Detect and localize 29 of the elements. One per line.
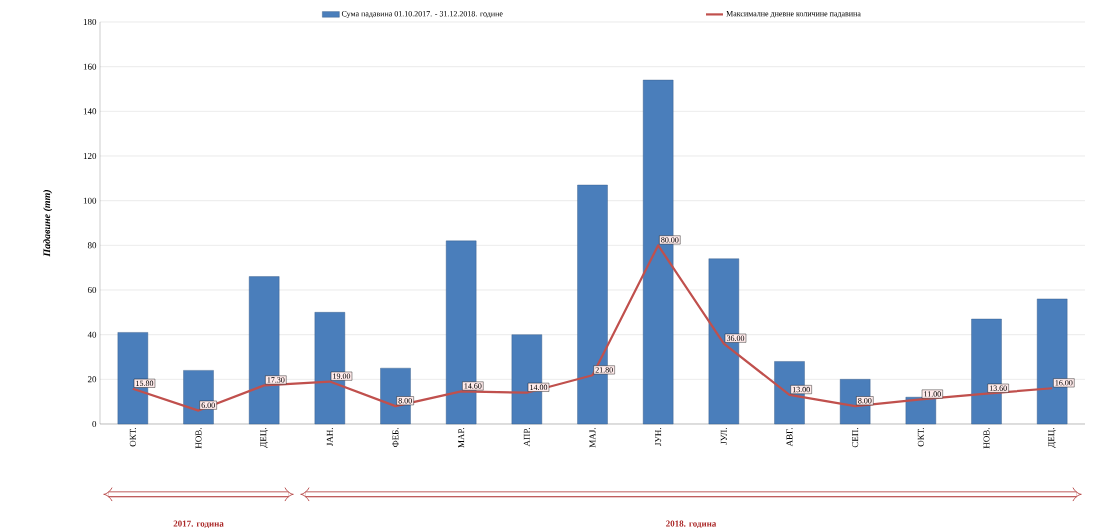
x-tick-label: ОКТ.: [129, 427, 136, 447]
bar: [905, 396, 937, 424]
y-tick-label: 160: [83, 63, 97, 70]
x-tick-label: ДЕЦ.: [1048, 427, 1057, 448]
x-tick-label: НОВ.: [195, 427, 202, 449]
y-tick-label: 140: [83, 108, 97, 115]
x-tick-label: ЈУЛ.: [720, 427, 727, 445]
y-tick-label: 100: [83, 197, 97, 204]
y-tick-label: 60: [87, 286, 97, 293]
y-tick-label: 40: [87, 331, 97, 338]
y-tick-label: 0: [92, 420, 97, 427]
x-tick-label: ДЕЦ.: [260, 427, 269, 448]
y-axis-title: Падавине (mm): [43, 189, 53, 257]
text: 2018. година: [666, 520, 717, 528]
x-tick-label: МАР.: [458, 427, 465, 448]
text: 2017. година: [173, 520, 224, 528]
x-tick-label: МАЈ.: [589, 427, 596, 448]
x-tick-label: АПР.: [523, 427, 530, 447]
x-tick-label: СЕП.: [852, 427, 859, 448]
x-tick-label: ЈУН.: [655, 427, 662, 446]
x-tick-label: ЈАН.: [326, 427, 333, 446]
x-tick-label: НОВ.: [983, 427, 990, 449]
x-tick-label: АВГ.: [786, 427, 793, 447]
y-tick-label: 20: [87, 376, 97, 383]
x-tick-label: ОКТ.: [917, 427, 924, 447]
y-tick-label: 180: [83, 18, 97, 25]
y-tick-label: 80: [87, 242, 97, 249]
x-tick-label: ФЕБ.: [392, 427, 399, 447]
y-tick-label: 120: [83, 152, 97, 159]
